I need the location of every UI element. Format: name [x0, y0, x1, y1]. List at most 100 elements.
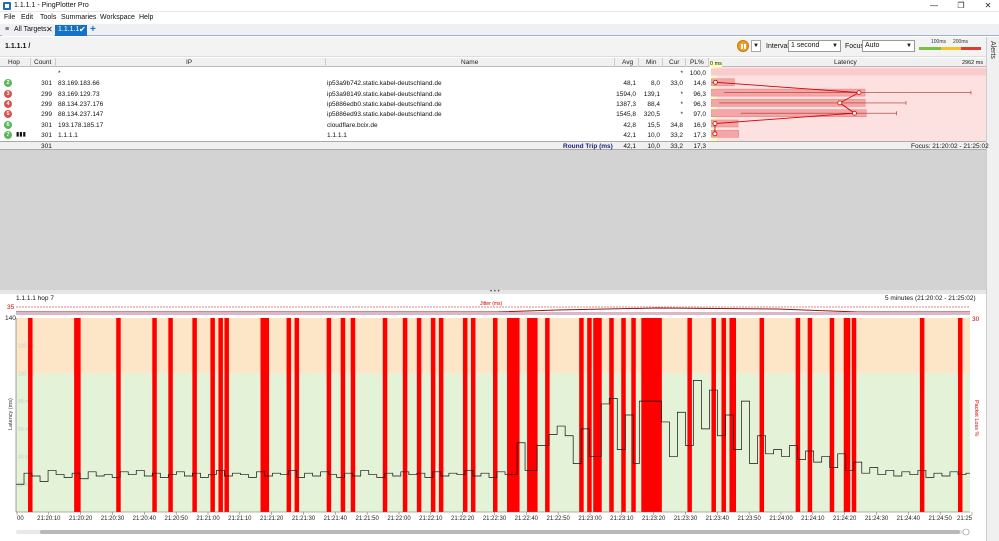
table-row[interactable]: 3 299 83.169.129.73 ip53a98149.static.kabel…	[0, 89, 710, 99]
x-tick-label: 21:23:20	[642, 516, 666, 522]
row-count: 299	[41, 90, 52, 98]
x-tick-label: 21:21:50	[355, 516, 379, 522]
col-hop[interactable]: Hop	[8, 59, 20, 66]
menu-edit[interactable]: Edit	[21, 14, 34, 21]
row-min: 88,4	[647, 100, 660, 108]
packet-loss-bar	[224, 318, 229, 512]
col-latency[interactable]: Latency	[834, 59, 857, 66]
col-avg[interactable]: Avg	[622, 59, 634, 66]
chevron-down-icon: ▼	[753, 43, 759, 49]
row-name: ip53a9b742.static.kabel-deutschland.de	[327, 80, 442, 88]
interval-select[interactable]: 1 second ▼	[788, 40, 841, 52]
col-separator	[685, 58, 686, 67]
y-tick-label: 20 ms	[18, 482, 32, 488]
row-cur: 33,0	[670, 80, 683, 88]
packet-loss-bar	[721, 318, 726, 512]
hop-status-icon: 6	[4, 120, 12, 129]
panel-splitter[interactable]	[0, 290, 986, 294]
row-avg: 1545,8	[616, 111, 636, 119]
col-count[interactable]: Count	[34, 59, 52, 66]
packet-loss-bar	[545, 318, 550, 512]
hop-status-icon: 7	[4, 130, 12, 139]
col-pl[interactable]: PL%	[690, 59, 704, 66]
pause-dropdown[interactable]: ▼	[751, 40, 761, 52]
tab-all-targets[interactable]: All Targets ≡ ✕	[2, 25, 54, 36]
packet-loss-bar	[587, 318, 592, 512]
focus-select[interactable]: Auto ▼	[862, 40, 915, 52]
jitter-label: Jitter (ms)	[480, 301, 503, 307]
table-row[interactable]: 4 299 88.134.237.176 ip5886edb0.static.kabe…	[0, 99, 710, 109]
row-pl: 96,3	[693, 90, 706, 98]
row-min: 8,0	[650, 80, 660, 88]
y-tick-label: 80 ms	[18, 399, 32, 405]
packet-loss-bar	[711, 119, 739, 128]
graph-icon[interactable]: ▮▮▮	[16, 131, 26, 138]
jitter-line	[16, 307, 970, 313]
row-cur: 34,8	[670, 121, 683, 129]
menu-help[interactable]: Help	[139, 14, 154, 21]
scroll-end-handle[interactable]	[962, 528, 970, 536]
packet-loss-bar	[515, 318, 520, 512]
packet-loss-bar	[340, 318, 346, 512]
row-name: ip5886edb0.static.kabel-deutschland.de	[327, 100, 442, 108]
row-cur: *	[680, 70, 683, 77]
close-button[interactable]: ✕	[984, 1, 992, 10]
y-tick-label: 60 ms	[18, 427, 32, 433]
row-name: ip5886ed93.static.kabel-deutschland.de	[327, 111, 442, 119]
minimize-button[interactable]: —	[930, 1, 938, 10]
col-min[interactable]: Min	[646, 59, 657, 66]
col-cur[interactable]: Cur	[669, 59, 680, 66]
row-ip: 1.1.1.1	[58, 131, 78, 139]
menu-summaries[interactable]: Summaries	[61, 14, 97, 21]
row-ip: *	[58, 70, 61, 77]
table-row[interactable]: 6 301 193.178.185.17 cloudflare.bcix.de 42,8…	[0, 120, 710, 130]
menu-file[interactable]: File	[4, 14, 16, 21]
table-row[interactable]: 5 299 88.134.237.147 ip5886ed93.static.kabe…	[0, 109, 710, 119]
packet-loss-bar	[192, 318, 197, 512]
packet-loss-bar	[851, 318, 857, 512]
row-name: ip53a98149.static.kabel-deutschland.de	[327, 90, 442, 98]
focus-value: Auto	[865, 42, 880, 49]
close-tab-icon[interactable]: ✕	[46, 25, 53, 34]
col-ip[interactable]: IP	[186, 59, 193, 66]
packet-loss-bar	[957, 318, 963, 512]
list-icon: ≡	[5, 26, 10, 33]
table-row[interactable]: * * 100,0	[0, 68, 710, 78]
summary-avg: 42,1	[623, 143, 636, 150]
col-separator	[638, 58, 639, 67]
splitter-grip-icon[interactable]: • • •	[490, 289, 500, 295]
packet-loss-bar	[609, 318, 614, 512]
focus-label: Focus	[845, 43, 865, 50]
x-tick-label: 21:20:50	[164, 516, 188, 522]
timeline-chart[interactable]: Jitter (ms) 35 30 120 ms 100 ms 80 ms 60 ms 40 …	[0, 294, 986, 541]
check-icon: ✔	[79, 25, 86, 34]
hop-status-icon: 5	[4, 110, 12, 119]
maximize-button[interactable]: ❐	[957, 1, 965, 10]
target-tab-bar: All Targets ≡ ✕ 1.1.1.1 ✔ +	[0, 24, 999, 36]
scale-green	[919, 47, 941, 50]
timeline-scrollbar-thumb[interactable]	[40, 530, 960, 534]
y-tick-label: 100 ms	[18, 371, 35, 377]
packet-loss-bar	[416, 318, 422, 512]
add-tab-button[interactable]: +	[90, 24, 96, 35]
table-row[interactable]: 7 ▮▮▮ 301 1.1.1.1 1.1.1.1 42,1 10,0 33,2 17,3	[0, 130, 710, 140]
latency-scale-start: 0 ms	[710, 61, 722, 67]
x-tick-label: 21:23:10	[610, 516, 634, 522]
latency-avg-point	[713, 79, 718, 85]
col-separator	[662, 58, 663, 67]
menu-tools[interactable]: Tools	[40, 14, 57, 21]
tab-1-1-1-1[interactable]: 1.1.1.1 ✔	[55, 25, 87, 36]
x-tick-label: 21:20:10	[37, 516, 61, 522]
packet-loss-bar	[210, 318, 215, 512]
hop-status-icon: 2	[4, 79, 12, 88]
menu-workspace[interactable]: Workspace	[100, 14, 135, 21]
row-pl: 16,9	[693, 121, 706, 129]
row-min: 139,1	[643, 90, 660, 98]
alerts-sidebar[interactable]: Alerts	[986, 37, 999, 541]
row-pl: 96,3	[693, 100, 706, 108]
col-name[interactable]: Name	[461, 59, 479, 66]
x-tick-label: 21:22:20	[451, 516, 475, 522]
table-row[interactable]: 2 301 83.169.183.66 ip53a9b742.static.kabel…	[0, 78, 710, 88]
row-avg: 1594,0	[616, 90, 636, 98]
pause-button[interactable]	[737, 40, 749, 52]
